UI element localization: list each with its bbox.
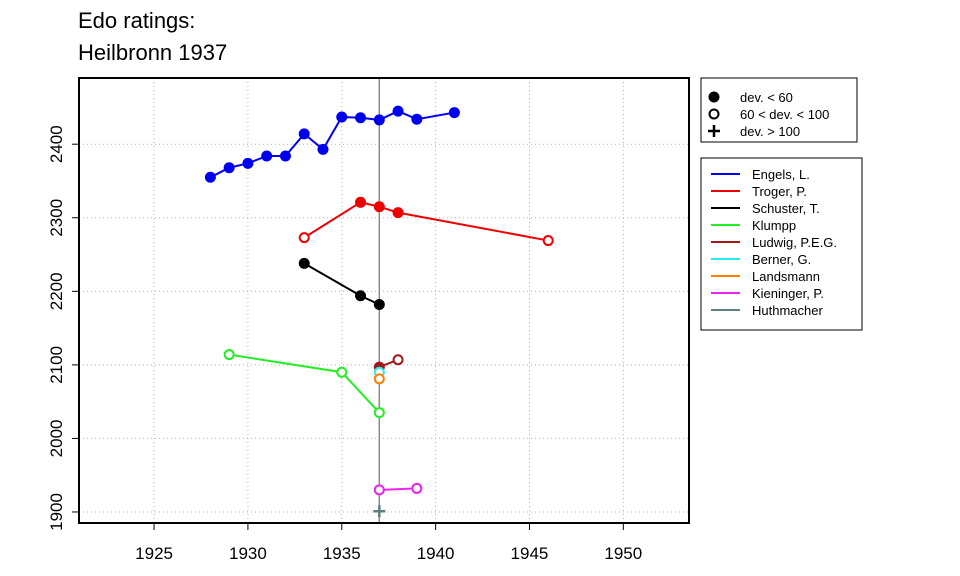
legend-label-landsmann: Landsmann <box>752 269 820 284</box>
series-troger-p <box>298 196 554 247</box>
legend-label-berner-g: Berner, G. <box>752 252 811 267</box>
data-point-kieninger-p-1939 <box>411 482 423 494</box>
x-tick-label-1950: 1950 <box>604 544 642 563</box>
data-point-engels-l-1937 <box>373 114 385 126</box>
data-point-kieninger-p-1937 <box>373 484 385 496</box>
data-point-troger-p-1937 <box>373 201 385 213</box>
legend-marker-label-open: 60 < dev. < 100 <box>740 107 829 122</box>
x-tick-label-1930: 1930 <box>229 544 267 563</box>
data-point-engels-l-1932 <box>279 150 291 162</box>
data-point-engels-l-1936 <box>355 112 367 124</box>
y-tick-label-2000: 2000 <box>47 419 66 457</box>
legend-label-huthmacher: Huthmacher <box>752 303 823 318</box>
series-line-klumpp <box>228 353 381 414</box>
chart-title-line-1: Edo ratings: <box>78 8 196 33</box>
marker-legend-box <box>700 77 858 143</box>
y-tick-label-2400: 2400 <box>47 125 66 163</box>
legend-label-troger-p: Troger, P. <box>752 184 807 199</box>
plot-frame <box>78 77 690 524</box>
x-tick-label-1925: 1925 <box>135 544 173 563</box>
x-tick-label-1940: 1940 <box>417 544 455 563</box>
data-point-engels-l-1941 <box>448 107 460 119</box>
y-axis: 1900 2000 2100 2200 2300 2400 <box>47 125 79 531</box>
chart-title-line-2: Heilbronn 1937 <box>78 40 228 65</box>
series-klumpp <box>223 349 385 419</box>
grid-lines <box>79 78 689 523</box>
data-point-engels-l-1934 <box>317 143 329 155</box>
data-point-engels-l-1938 <box>392 105 404 117</box>
legend-label-schuster-t: Schuster, T. <box>752 201 820 216</box>
x-axis: 1925 1930 1935 1940 1945 1950 <box>135 523 642 563</box>
series-line-kieninger-p <box>379 487 417 491</box>
data-point-schuster-t-1937 <box>373 299 385 311</box>
legend-label-klumpp: Klumpp <box>752 218 796 233</box>
y-tick-label-2200: 2200 <box>47 272 66 310</box>
data-point-engels-l-1933 <box>298 128 310 140</box>
data-point-engels-l-1928 <box>204 171 216 183</box>
legend-marker-filled <box>708 91 720 103</box>
series-legend-box <box>700 157 863 331</box>
data-point-troger-p-1936 <box>355 196 367 208</box>
data-point-troger-p-1933 <box>298 232 310 244</box>
x-tick-label-1935: 1935 <box>323 544 361 563</box>
series-line-troger-p <box>303 201 549 242</box>
legend-marker-label-filled: dev. < 60 <box>740 90 793 105</box>
x-tick-label-1945: 1945 <box>511 544 549 563</box>
series-schuster-t <box>298 257 385 311</box>
series-kieninger-p <box>373 482 423 496</box>
data-point-klumpp-1935 <box>336 366 348 378</box>
series-group <box>204 105 554 518</box>
legend-label-ludwig-p-e-g: Ludwig, P.E.G. <box>752 235 837 250</box>
data-point-engels-l-1935 <box>336 111 348 123</box>
legend-label-kieninger-p: Kieninger, P. <box>752 286 824 301</box>
data-point-landsmann-1937 <box>373 373 385 385</box>
series-landsmann <box>373 373 385 385</box>
data-point-ludwig-p-e-g-1938 <box>392 354 404 366</box>
data-point-troger-p-1946 <box>542 235 554 247</box>
data-point-engels-l-1939 <box>411 113 423 125</box>
series-huthmacher <box>373 505 386 518</box>
data-point-schuster-t-1936 <box>355 290 367 302</box>
data-point-engels-l-1930 <box>242 157 254 169</box>
data-point-schuster-t-1933 <box>298 257 310 269</box>
legend-marker-types: dev. < 60 60 < dev. < 100 dev. > 100 <box>700 77 858 143</box>
data-point-klumpp-1929 <box>223 349 235 361</box>
legend-series: Engels, L. Troger, P. Schuster, T. Klumpp Lu… <box>700 157 863 331</box>
y-tick-label-2300: 2300 <box>47 199 66 237</box>
legend-marker-open <box>708 108 720 120</box>
data-point-engels-l-1929 <box>223 162 235 174</box>
y-tick-label-1900: 1900 <box>47 493 66 531</box>
data-point-troger-p-1938 <box>392 207 404 219</box>
y-tick-label-2100: 2100 <box>47 346 66 384</box>
series-engels-l <box>204 105 460 183</box>
legend-marker-label-plus: dev. > 100 <box>740 124 800 139</box>
data-point-huthmacher-1937 <box>373 505 386 518</box>
legend-marker-plus <box>708 125 720 137</box>
data-point-engels-l-1931 <box>261 150 273 162</box>
data-point-klumpp-1937 <box>373 407 385 419</box>
legend-label-engels-l: Engels, L. <box>752 167 810 182</box>
